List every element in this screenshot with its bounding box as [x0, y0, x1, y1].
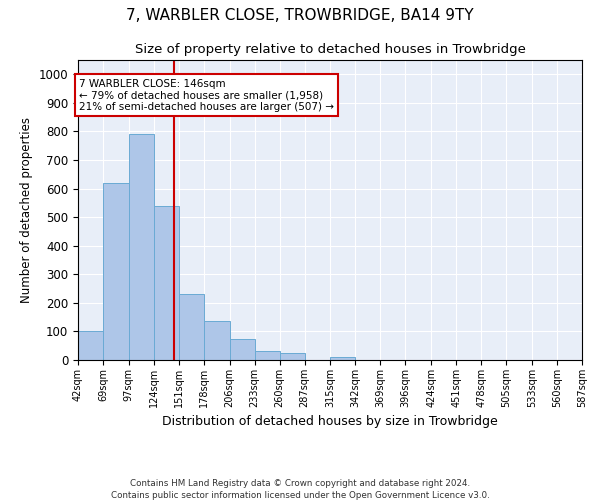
- Text: 7, WARBLER CLOSE, TROWBRIDGE, BA14 9TY: 7, WARBLER CLOSE, TROWBRIDGE, BA14 9TY: [126, 8, 474, 22]
- Bar: [280, 353, 305, 360]
- Bar: [204, 322, 230, 360]
- Text: 7 WARBLER CLOSE: 146sqm
← 79% of detached houses are smaller (1,958)
21% of semi: 7 WARBLER CLOSE: 146sqm ← 79% of detache…: [79, 78, 334, 112]
- Text: Contains HM Land Registry data © Crown copyright and database right 2024.
Contai: Contains HM Land Registry data © Crown c…: [110, 478, 490, 500]
- Bar: [129, 134, 154, 360]
- Y-axis label: Number of detached properties: Number of detached properties: [20, 117, 33, 303]
- Bar: [154, 206, 179, 360]
- Bar: [230, 338, 254, 360]
- X-axis label: Distribution of detached houses by size in Trowbridge: Distribution of detached houses by size …: [162, 416, 498, 428]
- Title: Size of property relative to detached houses in Trowbridge: Size of property relative to detached ho…: [134, 43, 526, 56]
- Bar: [103, 183, 129, 360]
- Bar: [331, 357, 355, 360]
- Bar: [78, 332, 103, 360]
- Bar: [254, 352, 280, 360]
- Bar: [179, 294, 204, 360]
